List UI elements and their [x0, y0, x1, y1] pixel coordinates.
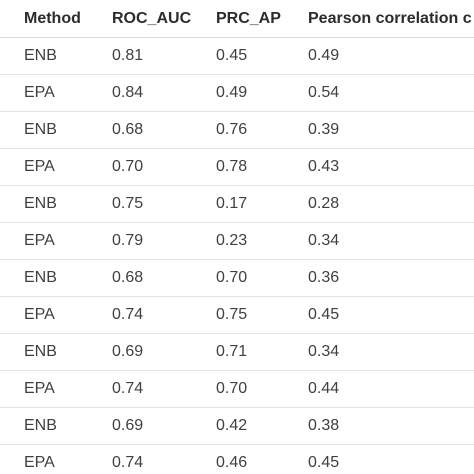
- cell-pearson: 0.34: [296, 222, 474, 260]
- cell-method: EPA: [0, 74, 100, 112]
- cell-roc-auc: 0.69: [100, 333, 204, 371]
- cell-method: ENB: [0, 37, 100, 75]
- cell-pearson: 0.49: [296, 37, 474, 75]
- cell-method: ENB: [0, 259, 100, 297]
- cell-pearson: 0.39: [296, 111, 474, 149]
- column-header-method: Method: [0, 0, 100, 38]
- cell-pearson: 0.36: [296, 259, 474, 297]
- table-row: EPA 0.84 0.49 0.54: [0, 74, 474, 112]
- cell-roc-auc: 0.84: [100, 74, 204, 112]
- table-row: EPA 0.74 0.70 0.44: [0, 370, 474, 408]
- cell-roc-auc: 0.74: [100, 370, 204, 408]
- table-row: ENB 0.68 0.70 0.36: [0, 259, 474, 297]
- cell-prc-ap: 0.78: [204, 148, 296, 186]
- column-header-roc-auc: ROC_AUC: [100, 0, 204, 38]
- cell-method: ENB: [0, 407, 100, 445]
- cell-pearson: 0.44: [296, 370, 474, 408]
- cell-pearson: 0.28: [296, 185, 474, 223]
- cell-roc-auc: 0.69: [100, 407, 204, 445]
- table-row: ENB 0.68 0.76 0.39: [0, 111, 474, 149]
- cell-prc-ap: 0.71: [204, 333, 296, 371]
- cell-pearson: 0.43: [296, 148, 474, 186]
- cell-roc-auc: 0.74: [112, 454, 144, 471]
- cell-pearson: 0.54: [296, 74, 474, 112]
- cell-pearson: 0.45: [308, 454, 340, 471]
- cell-prc-ap: 0.46: [216, 454, 248, 471]
- cell-prc-ap: 0.49: [204, 74, 296, 112]
- cell-prc-ap: 0.45: [204, 37, 296, 75]
- cell-method: EPA: [24, 454, 55, 471]
- cell-method: EPA: [0, 296, 100, 334]
- cell-roc-auc: 0.81: [100, 37, 204, 75]
- table-row: ENB 0.75 0.17 0.28: [0, 185, 474, 223]
- cell-roc-auc: 0.70: [100, 148, 204, 186]
- cell-method: ENB: [0, 111, 100, 149]
- cell-pearson: 0.38: [296, 407, 474, 445]
- cell-method: EPA: [0, 222, 100, 260]
- cell-pearson: 0.45: [296, 296, 474, 334]
- table-row: ENB 0.69 0.42 0.38: [0, 407, 474, 445]
- cell-roc-auc: 0.75: [100, 185, 204, 223]
- cell-prc-ap: 0.23: [204, 222, 296, 260]
- cell-method: ENB: [0, 333, 100, 371]
- cell-roc-auc: 0.68: [100, 259, 204, 297]
- cell-pearson: 0.34: [296, 333, 474, 371]
- table-row: EPA 0.79 0.23 0.34: [0, 222, 474, 260]
- cell-prc-ap: 0.17: [204, 185, 296, 223]
- cell-prc-ap: 0.42: [204, 407, 296, 445]
- cell-prc-ap: 0.70: [204, 259, 296, 297]
- table-row: EPA 0.74 0.46 0.45: [0, 445, 474, 474]
- cell-method: ENB: [0, 185, 100, 223]
- table-row: EPA 0.70 0.78 0.43: [0, 148, 474, 186]
- cell-roc-auc: 0.74: [100, 296, 204, 334]
- column-header-prc-ap: PRC_AP: [204, 0, 296, 38]
- cell-roc-auc: 0.68: [100, 111, 204, 149]
- cell-method: EPA: [0, 370, 100, 408]
- table-row: EPA 0.74 0.75 0.45: [0, 296, 474, 334]
- table-body: ENB 0.81 0.45 0.49 EPA 0.84 0.49 0.54 EN…: [0, 37, 474, 474]
- cell-prc-ap: 0.75: [204, 296, 296, 334]
- header-row: Method ROC_AUC PRC_AP Pearson correlatio…: [0, 0, 474, 38]
- cell-prc-ap: 0.70: [204, 370, 296, 408]
- table-row: ENB 0.81 0.45 0.49: [0, 37, 474, 75]
- column-header-pearson: Pearson correlation c: [296, 0, 474, 38]
- cell-roc-auc: 0.79: [100, 222, 204, 260]
- table-row: ENB 0.69 0.71 0.34: [0, 333, 474, 371]
- cell-prc-ap: 0.76: [204, 111, 296, 149]
- table-header: Method ROC_AUC PRC_AP Pearson correlatio…: [0, 0, 474, 38]
- cell-method: EPA: [0, 148, 100, 186]
